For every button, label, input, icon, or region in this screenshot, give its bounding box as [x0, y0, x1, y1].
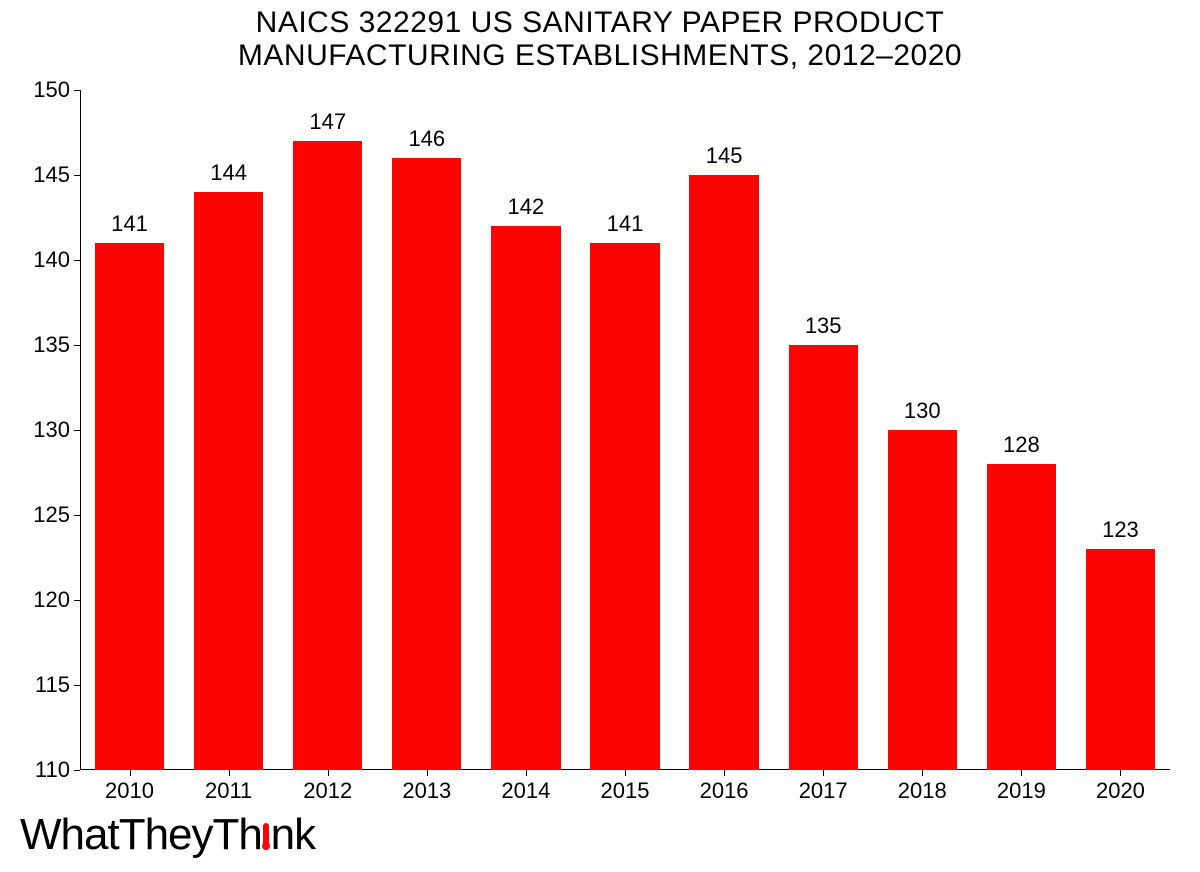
bar-value-label: 146	[408, 126, 445, 152]
bar: 145	[689, 175, 758, 770]
y-tick-label: 145	[33, 162, 70, 188]
bar: 128	[987, 464, 1056, 770]
y-tick-label: 110	[35, 757, 70, 783]
bar: 146	[392, 158, 461, 770]
x-tick-label: 2015	[601, 778, 650, 804]
y-tick-mark	[74, 515, 80, 516]
x-tick-label: 2018	[898, 778, 947, 804]
y-tick-label: 130	[33, 417, 70, 443]
x-tick-mark	[328, 770, 329, 776]
bar: 142	[491, 226, 560, 770]
bar-value-label: 128	[1003, 432, 1040, 458]
bar-value-label: 135	[805, 313, 842, 339]
bar: 144	[194, 192, 263, 770]
chart-title: NAICS 322291 US Sanitary Paper Product M…	[0, 6, 1200, 72]
y-axis-line	[80, 90, 81, 770]
x-tick-mark	[724, 770, 725, 776]
x-tick-mark	[823, 770, 824, 776]
y-tick-mark	[74, 260, 80, 261]
x-tick-label: 2012	[303, 778, 352, 804]
x-tick-label: 2016	[700, 778, 749, 804]
y-tick-mark	[74, 345, 80, 346]
y-tick-mark	[74, 770, 80, 771]
bar-value-label: 145	[706, 143, 743, 169]
x-tick-mark	[130, 770, 131, 776]
exclamation-icon	[262, 810, 271, 860]
brand-logo: WhatTheyThnk	[20, 810, 315, 860]
y-tick-mark	[74, 685, 80, 686]
bar: 141	[590, 243, 659, 770]
exclamation-dot	[262, 842, 270, 850]
bar: 141	[95, 243, 164, 770]
bar-value-label: 147	[309, 109, 346, 135]
bar: 135	[789, 345, 858, 770]
bar: 147	[293, 141, 362, 770]
x-tick-mark	[526, 770, 527, 776]
x-tick-mark	[1120, 770, 1121, 776]
y-tick-label: 125	[33, 502, 70, 528]
bar: 130	[888, 430, 957, 770]
x-tick-mark	[922, 770, 923, 776]
bar-value-label: 141	[607, 211, 644, 237]
y-tick-mark	[74, 600, 80, 601]
x-tick-label: 2014	[501, 778, 550, 804]
chart-title-line2: Manufacturing Establishments, 2012–2020	[0, 39, 1200, 72]
x-tick-label: 2010	[105, 778, 154, 804]
y-tick-mark	[74, 90, 80, 91]
bar-value-label: 130	[904, 398, 941, 424]
brand-text-after: nk	[271, 810, 315, 859]
x-tick-label: 2020	[1096, 778, 1145, 804]
x-tick-mark	[427, 770, 428, 776]
x-tick-label: 2017	[799, 778, 848, 804]
y-tick-label: 140	[33, 247, 70, 273]
x-tick-label: 2019	[997, 778, 1046, 804]
y-tick-label: 150	[33, 77, 70, 103]
plot-area: 1101151201251301351401451501412010144201…	[80, 90, 1170, 770]
bar-value-label: 142	[508, 194, 545, 220]
brand-text-before: WhatTheyTh	[20, 810, 262, 859]
y-tick-mark	[74, 430, 80, 431]
y-tick-mark	[74, 175, 80, 176]
bar: 123	[1086, 549, 1155, 770]
bar-value-label: 141	[111, 211, 148, 237]
x-tick-label: 2011	[205, 778, 252, 804]
y-tick-label: 120	[33, 587, 70, 613]
x-tick-label: 2013	[402, 778, 451, 804]
x-tick-mark	[625, 770, 626, 776]
x-tick-mark	[1021, 770, 1022, 776]
chart-container: NAICS 322291 US Sanitary Paper Product M…	[0, 0, 1200, 872]
bar-value-label: 123	[1102, 517, 1139, 543]
y-tick-label: 115	[35, 672, 70, 698]
bar-value-label: 144	[210, 160, 247, 186]
y-tick-label: 135	[33, 332, 70, 358]
x-tick-mark	[229, 770, 230, 776]
chart-title-line1: NAICS 322291 US Sanitary Paper Product	[0, 6, 1200, 39]
